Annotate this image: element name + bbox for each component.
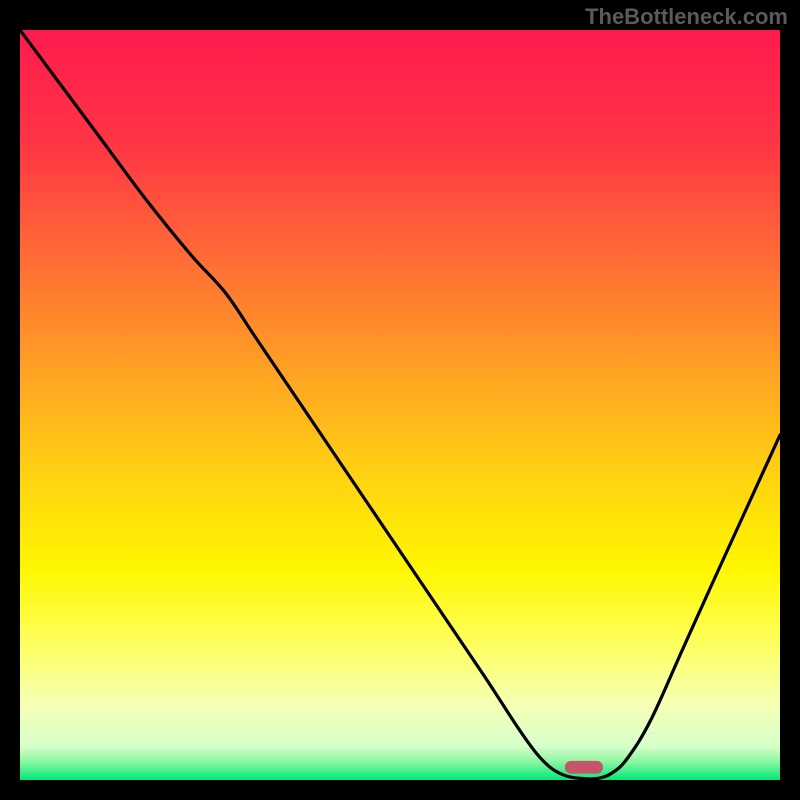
optimal-marker — [565, 761, 603, 774]
gradient-background — [20, 30, 780, 780]
watermark-text: TheBottleneck.com — [585, 4, 788, 30]
bottleneck-chart: TheBottleneck.com — [0, 0, 800, 800]
chart-svg — [20, 30, 780, 780]
